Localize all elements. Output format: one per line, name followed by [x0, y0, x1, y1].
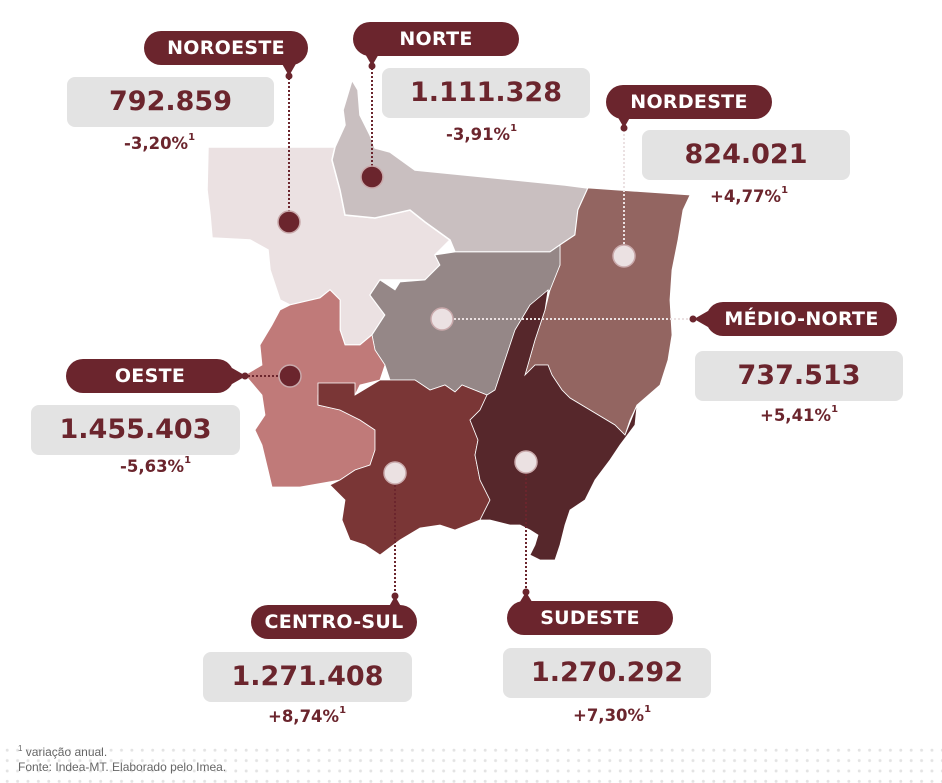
region-sudeste-shape[interactable]	[469, 289, 638, 561]
norte-label: NORTE	[353, 22, 519, 56]
sudeste-label: SUDESTE	[507, 601, 673, 635]
noroeste-value-box: 792.859	[67, 77, 274, 127]
norte-change: -3,91%1	[446, 123, 518, 144]
nordeste-marker-icon	[612, 244, 636, 268]
centro-sul-label: CENTRO-SUL	[251, 605, 417, 639]
dotted-background-pattern	[0, 743, 942, 783]
oeste-value-box: 1.455.403	[31, 405, 240, 455]
medio-norte-value-box: 737.513	[695, 351, 903, 401]
sudeste-value-box: 1.270.292	[503, 648, 711, 698]
oeste-pill-tail	[232, 368, 246, 384]
footnote-source: Fonte: Indea-MT. Elaborado pelo Imea.	[18, 760, 227, 774]
noroeste-pill-tail	[281, 62, 297, 76]
oeste-marker-icon	[278, 364, 302, 388]
sudeste-marker-icon	[514, 450, 538, 474]
norte-value-box: 1.111.328	[382, 68, 590, 118]
medio-norte-change: +5,41%1	[760, 404, 839, 425]
footnote-variation: 1 variação anual.	[18, 744, 108, 759]
noroeste-marker-icon	[277, 210, 301, 234]
centro-sul-value-box: 1.271.408	[203, 652, 412, 702]
oeste-label: OESTE	[66, 359, 234, 393]
norte-marker-icon	[360, 165, 384, 189]
nordeste-label: NORDESTE	[606, 85, 772, 119]
medio-norte-pill-tail	[694, 311, 708, 327]
centro-sul-marker-icon	[383, 461, 407, 485]
centro-sul-change: +8,74%1	[268, 705, 347, 726]
noroeste-change: -3,20%1	[124, 132, 196, 153]
region-markers	[277, 165, 636, 485]
oeste-change: -5,63%1	[120, 455, 192, 476]
noroeste-label: NOROESTE	[144, 31, 308, 65]
nordeste-change: +4,77%1	[710, 185, 789, 206]
medio-norte-marker-icon	[430, 307, 454, 331]
medio-norte-label: MÉDIO-NORTE	[706, 302, 897, 336]
sudeste-change: +7,30%1	[573, 704, 652, 725]
nordeste-value-box: 824.021	[642, 130, 850, 180]
